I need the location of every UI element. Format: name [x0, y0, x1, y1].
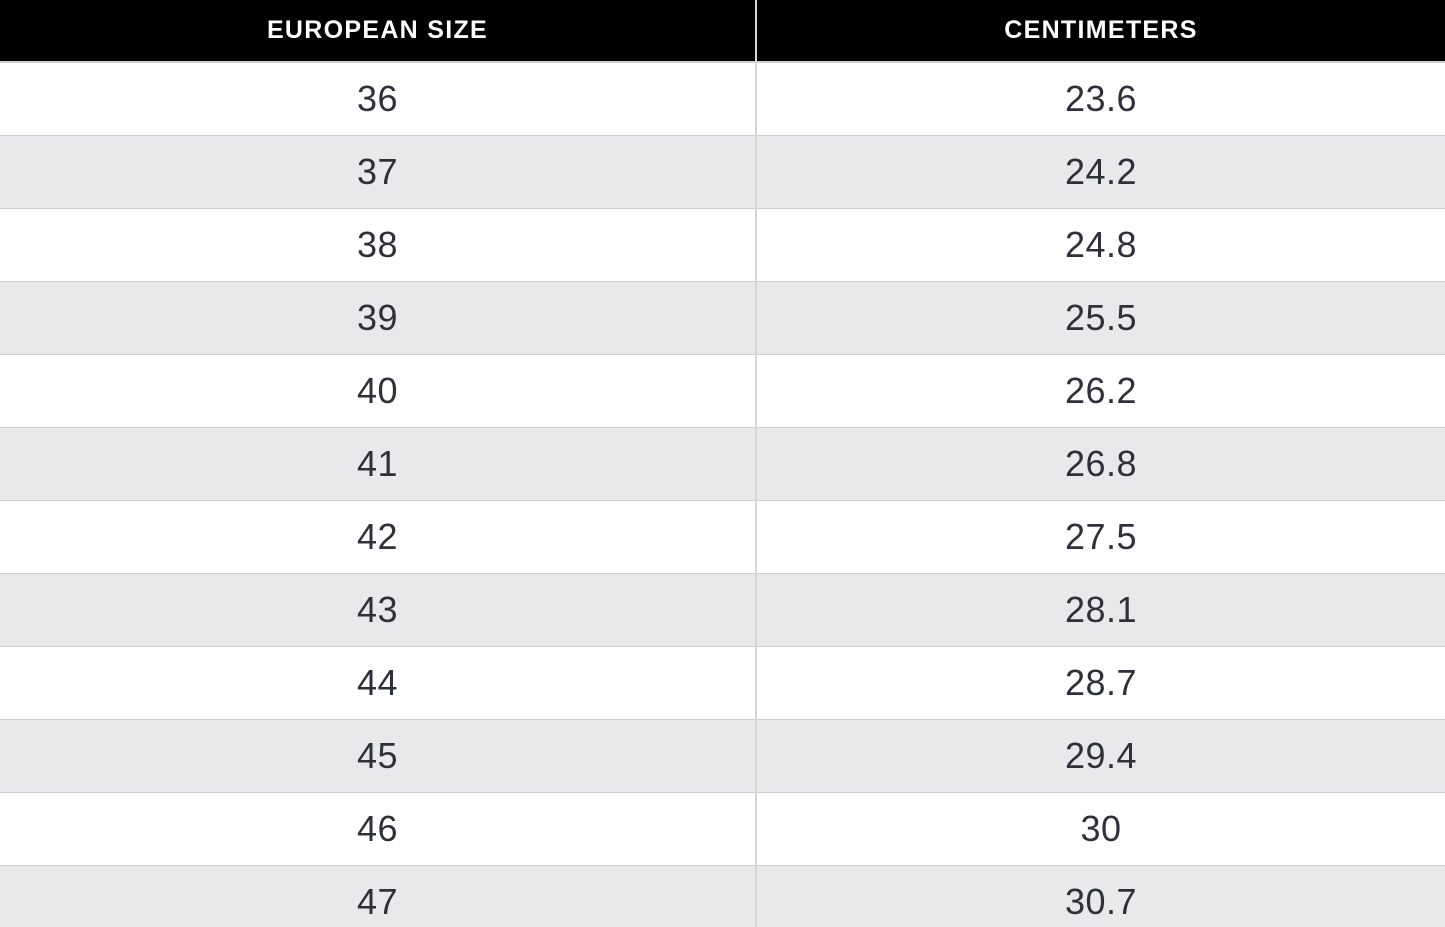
table-row: 45 29.4 — [0, 718, 1445, 792]
table-row: 36 23.6 — [0, 62, 1445, 135]
centimeters-cell: 28.1 — [756, 572, 1445, 646]
table-row: 47 30.7 — [0, 864, 1445, 927]
table-header: EUROPEAN SIZE CENTIMETERS — [0, 0, 1445, 63]
table-row: 40 26.2 — [0, 353, 1445, 427]
table-row: 41 26.8 — [0, 426, 1445, 500]
european-size-cell: 45 — [0, 718, 757, 792]
european-size-cell: 41 — [0, 426, 757, 500]
european-size-cell: 46 — [0, 791, 757, 865]
european-size-cell: 47 — [0, 864, 757, 927]
table-row: 43 28.1 — [0, 572, 1445, 646]
centimeters-cell: 30.7 — [756, 864, 1445, 927]
table-row: 42 27.5 — [0, 499, 1445, 573]
table-row: 38 24.8 — [0, 207, 1445, 281]
centimeters-cell: 26.2 — [756, 353, 1445, 427]
european-size-cell: 42 — [0, 499, 757, 573]
centimeters-cell: 30 — [756, 791, 1445, 865]
table-header-row: EUROPEAN SIZE CENTIMETERS — [0, 0, 1445, 63]
centimeters-cell: 29.4 — [756, 718, 1445, 792]
table-row: 37 24.2 — [0, 134, 1445, 208]
table-row: 46 30 — [0, 791, 1445, 865]
centimeters-cell: 24.2 — [756, 134, 1445, 208]
european-size-cell: 36 — [0, 62, 757, 135]
centimeters-cell: 23.6 — [756, 62, 1445, 135]
column-header-centimeters: CENTIMETERS — [756, 0, 1445, 63]
table-body: 36 23.6 37 24.2 38 24.8 39 25.5 40 26.2 41 26.8 42 27… — [0, 62, 1445, 927]
european-size-cell: 43 — [0, 572, 757, 646]
centimeters-cell: 26.8 — [756, 426, 1445, 500]
european-size-cell: 44 — [0, 645, 757, 719]
column-header-european-size: EUROPEAN SIZE — [0, 0, 757, 63]
european-size-cell: 38 — [0, 207, 757, 281]
centimeters-cell: 28.7 — [756, 645, 1445, 719]
centimeters-cell: 27.5 — [756, 499, 1445, 573]
european-size-cell: 40 — [0, 353, 757, 427]
table-row: 44 28.7 — [0, 645, 1445, 719]
table-row: 39 25.5 — [0, 280, 1445, 354]
centimeters-cell: 24.8 — [756, 207, 1445, 281]
centimeters-cell: 25.5 — [756, 280, 1445, 354]
european-size-cell: 37 — [0, 134, 757, 208]
european-size-cell: 39 — [0, 280, 757, 354]
